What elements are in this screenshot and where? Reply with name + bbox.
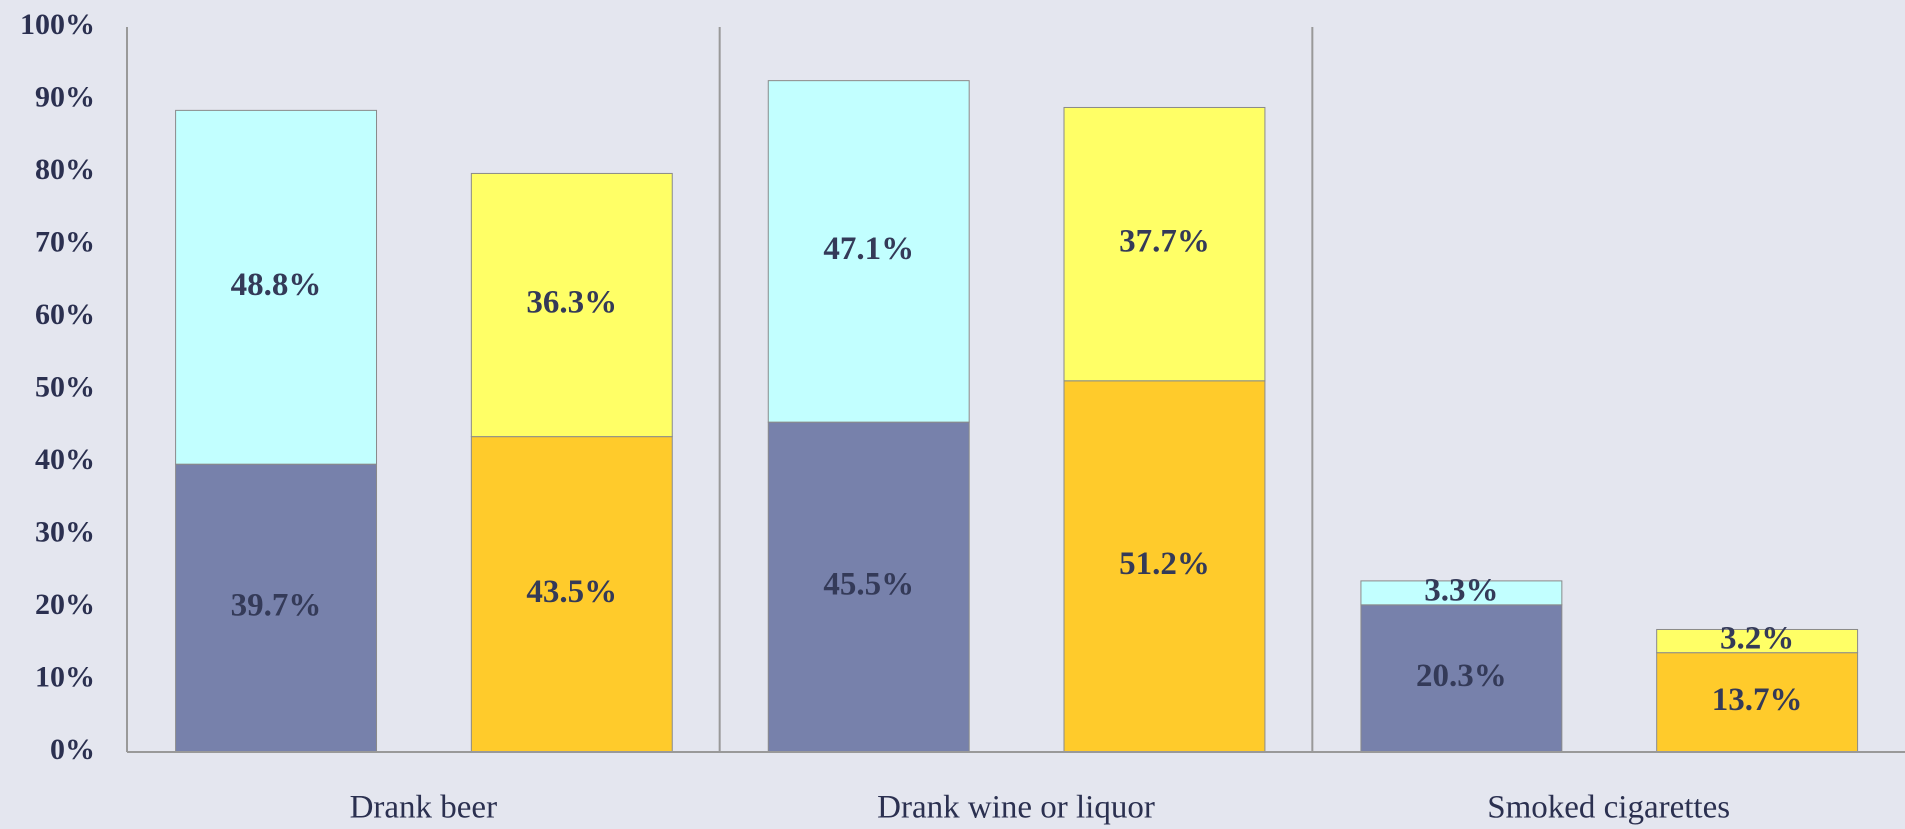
- value-label: 39.7%: [231, 588, 322, 624]
- y-tick-label: 70%: [35, 225, 95, 258]
- bar-segment: [767, 80, 970, 423]
- value-label: 48.8%: [231, 267, 322, 303]
- bar-segment: [1360, 580, 1563, 606]
- value-label: 3.3%: [1424, 572, 1498, 608]
- value-label: 36.3%: [526, 285, 617, 321]
- bar-segment: [470, 172, 673, 438]
- y-tick-label: 50%: [35, 370, 95, 403]
- bar-segment: [1656, 652, 1859, 753]
- x-tick-label: Drank beer: [350, 790, 498, 826]
- value-label: 43.5%: [526, 574, 617, 610]
- value-label: 13.7%: [1712, 682, 1803, 718]
- bar-segment: [1063, 106, 1266, 382]
- value-label: 51.2%: [1119, 546, 1210, 582]
- y-tick-label: 10%: [35, 660, 95, 693]
- value-label: 45.5%: [823, 567, 914, 603]
- bar-segment: [1360, 604, 1563, 753]
- value-label: 47.1%: [823, 231, 914, 267]
- y-tick-label: 30%: [35, 515, 95, 548]
- bar-segment: [1656, 628, 1859, 654]
- value-label: 20.3%: [1416, 658, 1507, 694]
- y-tick-label: 80%: [35, 153, 95, 186]
- y-tick-label: 100%: [20, 8, 95, 41]
- value-label: 3.2%: [1720, 621, 1794, 657]
- y-tick-label: 60%: [35, 298, 95, 331]
- bar-segment: [175, 109, 378, 465]
- value-label: 37.7%: [1119, 224, 1210, 260]
- bar-segment: [767, 421, 970, 753]
- y-tick-label: 0%: [50, 733, 95, 766]
- y-tick-label: 40%: [35, 443, 95, 476]
- y-tick-label: 90%: [35, 80, 95, 113]
- x-tick-label: Drank wine or liquor: [877, 790, 1155, 826]
- bar-segment: [1063, 380, 1266, 753]
- x-tick-label: Smoked cigarettes: [1487, 790, 1730, 826]
- y-tick-label: 20%: [35, 588, 95, 621]
